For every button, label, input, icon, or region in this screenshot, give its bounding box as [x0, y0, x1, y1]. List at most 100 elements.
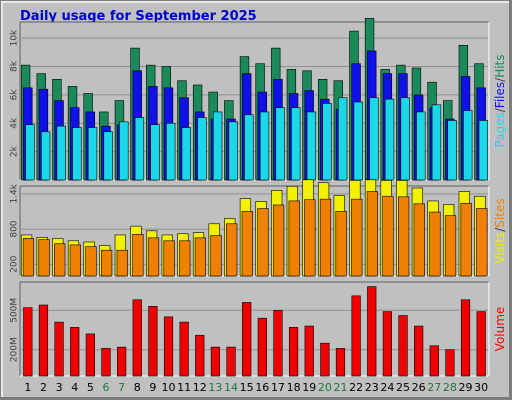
axis-title-visits: Visits	[493, 232, 507, 264]
x-tick-label-day-30: 30	[474, 381, 488, 394]
bar-volume-day-11	[179, 321, 189, 377]
x-tick-label-day-10: 10	[162, 381, 176, 394]
bar-volume-day-7	[117, 346, 127, 377]
bar-pages-day-13	[212, 111, 223, 181]
x-tick-label-day-11: 11	[177, 381, 191, 394]
frame-shadow-right	[509, 1, 511, 399]
bar-sites-day-23	[366, 191, 378, 277]
bar-sites-day-4	[69, 244, 81, 277]
bar-volume-day-18	[288, 327, 299, 377]
x-tick-label-day-24: 24	[380, 381, 394, 394]
x-tick-label-day-29: 29	[459, 381, 473, 394]
bar-volume-day-23	[367, 286, 377, 377]
axis-title-visits-sites: Visits/Sites	[493, 198, 507, 263]
x-tick-label-day-18: 18	[287, 381, 301, 394]
bar-sites-day-30	[476, 208, 488, 277]
bar-volume-day-10	[163, 316, 174, 377]
bar-pages-day-4	[72, 127, 82, 181]
bar-pages-day-8	[134, 117, 145, 181]
axis-title-separator: /	[493, 107, 507, 112]
bar-sites-day-13	[210, 235, 222, 277]
bar-volume-day-19	[304, 325, 314, 377]
bar-sites-day-20	[319, 198, 332, 277]
x-tick-label-day-17: 17	[271, 381, 285, 394]
x-tick-label-day-4: 4	[71, 381, 78, 394]
bar-pages-day-26	[416, 111, 426, 181]
bar-pages-day-23	[369, 97, 379, 181]
bar-volume-day-15	[242, 302, 252, 377]
bar-pages-day-7	[119, 121, 129, 181]
bar-pages-day-11	[181, 127, 192, 181]
bar-pages-day-9	[150, 124, 160, 181]
y-tick-label: 6k	[10, 89, 20, 101]
bar-volume-day-4	[70, 327, 80, 377]
bar-volume-day-1	[23, 307, 33, 377]
bar-pages-day-17	[275, 107, 285, 181]
bar-pages-day-15	[244, 114, 254, 181]
bar-volume-day-20	[320, 342, 330, 377]
panel-hits-pages-files	[19, 21, 490, 181]
bar-sites-day-26	[413, 203, 425, 277]
bar-sites-day-16	[257, 208, 269, 277]
bar-volume-day-28	[445, 349, 455, 377]
x-tick-label-day-27: 27	[427, 381, 441, 394]
bar-pages-day-22	[353, 101, 363, 181]
bar-pages-day-1	[25, 124, 35, 181]
bar-sites-day-11	[179, 240, 191, 277]
y-tick-label: 500M	[10, 298, 20, 323]
x-tick-label-day-2: 2	[40, 381, 47, 394]
x-tick-label-day-23: 23	[365, 381, 379, 394]
bar-pages-day-21	[337, 97, 348, 181]
bar-sites-day-2	[38, 239, 50, 277]
bar-volume-day-27	[429, 345, 439, 377]
x-tick-label-day-25: 25	[396, 381, 410, 394]
bar-volume-day-22	[351, 295, 361, 377]
bar-sites-day-25	[398, 196, 410, 277]
bar-sites-day-5	[85, 246, 97, 277]
bar-volume-day-21	[335, 348, 346, 377]
bar-volume-day-26	[414, 325, 424, 377]
y-tick-label: 200	[10, 255, 20, 272]
bar-sites-day-27	[429, 211, 441, 277]
bar-volume-day-12	[195, 334, 205, 377]
bar-sites-day-3	[54, 243, 66, 277]
axis-title-hits: Hits	[493, 54, 507, 77]
bar-volume-day-8	[132, 299, 142, 377]
bar-volume-day-24	[382, 311, 392, 377]
bar-volume-day-9	[148, 306, 158, 377]
bar-volume-day-14	[226, 346, 236, 377]
x-tick-label-day-14: 14	[224, 381, 238, 394]
bar-sites-day-12	[194, 237, 207, 277]
bar-sites-day-7	[116, 249, 128, 277]
bar-sites-day-24	[382, 195, 394, 277]
bar-pages-day-14	[228, 121, 238, 181]
bar-pages-day-2	[40, 131, 51, 181]
x-tick-label-day-15: 15	[240, 381, 254, 394]
bar-sites-day-22	[351, 198, 363, 277]
bar-sites-day-14	[226, 223, 238, 277]
bar-pages-day-10	[166, 122, 176, 181]
bar-sites-day-8	[132, 234, 144, 277]
bar-pages-day-20	[322, 103, 332, 181]
bar-sites-day-21	[335, 211, 347, 277]
bar-pages-day-30	[478, 120, 489, 181]
y-tick-label: 4k	[10, 117, 20, 129]
x-tick-label-day-5: 5	[87, 381, 94, 394]
bar-volume-day-3	[54, 321, 64, 377]
x-tick-label-day-16: 16	[255, 381, 269, 394]
x-tick-label-day-21: 21	[333, 381, 347, 394]
bar-volume-day-2	[38, 304, 49, 377]
x-tick-label-day-26: 26	[412, 381, 426, 394]
axis-title-volume: Volume	[493, 307, 507, 352]
y-tick-label: 8k	[10, 60, 20, 72]
y-tick-label: 200M	[10, 337, 20, 362]
bar-sites-day-29	[460, 202, 472, 277]
y-tick-label: 1.4k	[10, 183, 20, 203]
chart-title: Daily usage for September 2025	[20, 9, 257, 24]
x-tick-label-day-22: 22	[349, 381, 363, 394]
frame-highlight-top	[1, 1, 511, 3]
bar-pages-day-6	[103, 131, 113, 181]
x-tick-label-day-19: 19	[302, 381, 316, 394]
bar-pages-day-12	[197, 117, 207, 181]
